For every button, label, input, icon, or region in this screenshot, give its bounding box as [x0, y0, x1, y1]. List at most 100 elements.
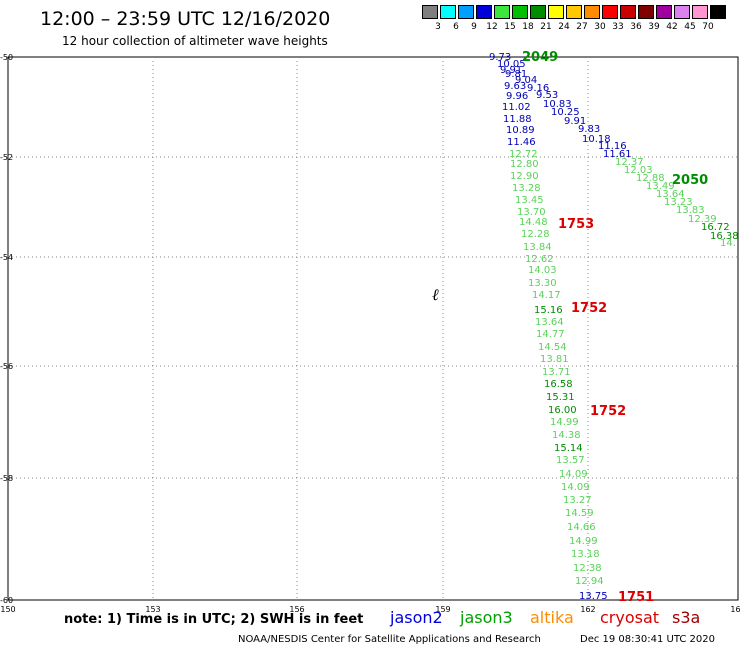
land-mark: ℓ — [432, 285, 439, 304]
scale-label: 39 — [648, 22, 660, 32]
pass-label: 1753 — [558, 217, 594, 232]
scale-swatch — [458, 5, 474, 19]
observation-label: 13.23 — [664, 197, 693, 208]
observation-label: 14.54 — [538, 342, 567, 353]
scale-swatch — [656, 5, 672, 19]
pass-label: 1752 — [590, 404, 626, 419]
observation-label: 14.48 — [519, 217, 548, 228]
lon-label: 162 — [580, 605, 595, 614]
scale-label: 15 — [504, 22, 516, 32]
observation-label: 9.53 — [536, 90, 558, 101]
scale-label: 36 — [630, 22, 642, 32]
map-grid — [7, 56, 739, 601]
scale-label: 30 — [594, 22, 606, 32]
observation-label: 9.91 — [500, 65, 522, 76]
observation-label: 9.16 — [527, 83, 549, 94]
observation-label: 9.04 — [515, 75, 537, 86]
scale-label: 12 — [486, 22, 498, 32]
observation-label: 14.99 — [569, 536, 598, 547]
scale-swatch — [548, 5, 564, 19]
lon-label: 165 — [730, 605, 740, 614]
observation-label: 14.66 — [567, 522, 596, 533]
observation-label: 12.94 — [575, 576, 604, 587]
observation-label: 13.27 — [563, 495, 592, 506]
scale-label: 9 — [471, 22, 477, 32]
observation-label: 14.77 — [536, 329, 565, 340]
lat-label: -50 — [0, 53, 13, 62]
observation-label: 9.91 — [564, 116, 586, 127]
pass-label: 1751 — [618, 590, 654, 605]
observation-label: 16.72 — [701, 222, 730, 233]
page-title: 12:00 – 23:59 UTC 12/16/2020 — [40, 8, 331, 30]
scale-swatch — [602, 5, 618, 19]
observation-label: 12.03 — [624, 165, 653, 176]
lat-label: -52 — [0, 153, 13, 162]
footer-note: note: 1) Time is in UTC; 2) SWH is in fe… — [64, 612, 364, 627]
scale-swatch — [674, 5, 690, 19]
observation-label: 10.18 — [582, 134, 611, 145]
lat-label: -54 — [0, 253, 13, 262]
observation-label: 13.64 — [535, 317, 564, 328]
observation-label: 16.38 — [710, 231, 739, 242]
observation-label: 10.25 — [551, 107, 580, 118]
observation-label: 13.49 — [646, 181, 675, 192]
observation-label: 14.38 — [552, 430, 581, 441]
credit-line: NOAA/NESDIS Center for Satellite Applica… — [238, 634, 541, 645]
observation-label: 9.63 — [504, 81, 526, 92]
observation-label: 13.84 — [523, 242, 552, 253]
observation-label: 13.45 — [515, 195, 544, 206]
satellite-name: cryosat — [600, 608, 660, 627]
lat-label: -60 — [0, 596, 13, 605]
scale-swatch — [638, 5, 654, 19]
observation-label: 14.09 — [559, 469, 588, 480]
observation-label: 12.72 — [509, 149, 538, 160]
lat-label: -58 — [0, 474, 13, 483]
pass-label: 2050 — [672, 173, 708, 188]
satellite-name: jason2 — [390, 608, 443, 627]
scale-swatch — [422, 5, 438, 19]
observation-label: 15.31 — [546, 392, 575, 403]
scale-label: 21 — [540, 22, 552, 32]
scale-label: 3 — [435, 22, 441, 32]
observation-label: 13.18 — [571, 549, 600, 560]
observation-label: 12.38 — [573, 563, 602, 574]
pass-id-labels: 2049 2050 1753 1752 1752 1751 — [522, 50, 708, 605]
observation-label: 16.58 — [544, 379, 573, 390]
scale-swatch — [494, 5, 510, 19]
observation-label: 15.14 — [554, 443, 583, 454]
observation-label: 13.71 — [542, 367, 571, 378]
observation-label: 10.89 — [506, 125, 535, 136]
scale-label: 70 — [702, 22, 714, 32]
lon-label: 159 — [435, 605, 450, 614]
lon-label: 153 — [145, 605, 160, 614]
scale-label: 24 — [558, 22, 570, 32]
observation-label: 11.16 — [598, 141, 627, 152]
scale-swatch — [566, 5, 582, 19]
observation-label: 12.39 — [688, 214, 717, 225]
scale-label: 6 — [453, 22, 459, 32]
observation-label: 9.73 — [489, 52, 511, 63]
observation-label: 11.46 — [507, 137, 536, 148]
satellite-name: s3a — [672, 608, 701, 627]
observation-label: 14.17 — [532, 290, 561, 301]
observation-label: 13.28 — [512, 183, 541, 194]
observation-label: 9.83 — [578, 124, 600, 135]
scale-swatch — [620, 5, 636, 19]
observation-label: 13.64 — [656, 189, 685, 200]
observation-label: 10.83 — [543, 99, 572, 110]
lat-label: -56 — [0, 362, 13, 371]
observation-label: 12.62 — [525, 254, 554, 265]
observation-label: 14.03 — [528, 265, 557, 276]
observation-label: 11.88 — [503, 114, 532, 125]
scale-swatch — [530, 5, 546, 19]
lon-label: 150 — [0, 605, 15, 614]
lon-label: 156 — [289, 605, 304, 614]
observation-label: 13.75 — [579, 591, 608, 602]
generated-timestamp: Dec 19 08:30:41 UTC 2020 — [580, 634, 715, 645]
satellite-name: altika — [530, 608, 574, 627]
scale-label: 42 — [666, 22, 678, 32]
scale-label: 18 — [522, 22, 534, 32]
observation-label: 13.70 — [517, 207, 546, 218]
